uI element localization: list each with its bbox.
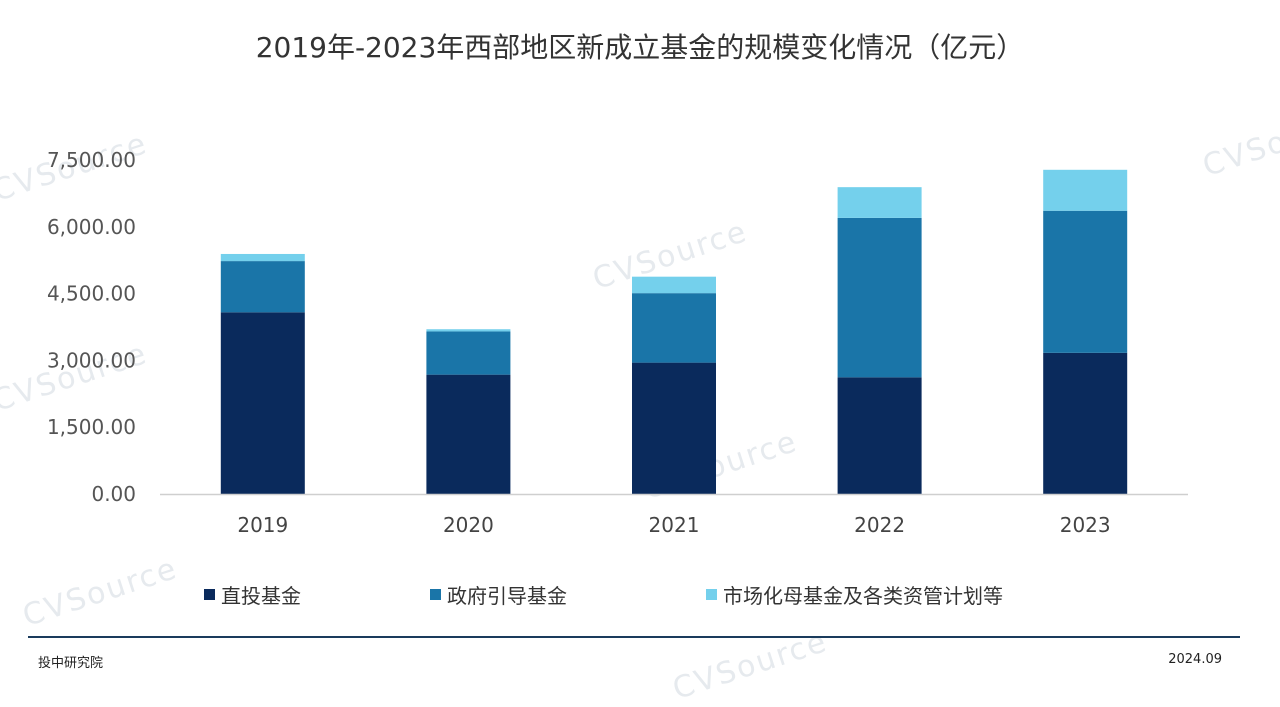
date-label: 2024.09 [1168,652,1222,667]
bar-segment-direct [426,374,511,494]
legend-item-market-fof: 市场化母基金及各类资管计划等 [706,580,1003,609]
chart-title: 2019年-2023年西部地区新成立基金的规模变化情况（亿元） [255,31,1025,64]
bar-segment-market-fof [220,253,305,262]
bar-segment-market-fof [426,329,511,332]
bar-segment-direct [1043,352,1128,494]
y-tick-label: 7,500.00 [47,148,136,172]
y-tick-label: 6,000.00 [47,215,136,239]
x-tick-label: 2021 [649,513,700,537]
legend-label: 市场化母基金及各类资管计划等 [723,584,1003,608]
legend-item-direct: 直投基金 [204,580,301,609]
x-tick-label: 2023 [1060,513,1111,537]
bar-segment-government [220,261,305,313]
stacked-bar-chart: 0.00 1,500.00 3,000.00 4,500.00 6,000.00 7,50… [47,148,1188,537]
bar-segment-direct [220,312,305,494]
legend-item-government: 政府引导基金 [430,580,567,609]
bar-segment-government [837,217,922,378]
bar-segment-government [426,331,511,375]
y-tick-label: 1,500.00 [47,415,136,439]
bar-segment-market-fof [632,276,716,294]
legend-label: 直投基金 [221,584,301,608]
legend-swatch [430,589,441,600]
legend-label: 政府引导基金 [447,584,567,608]
bar-segment-direct [837,377,922,494]
footer-divider [28,636,1240,638]
x-tick-label: 2022 [854,513,905,537]
legend: 直投基金 政府引导基金 市场化母基金及各类资管计划等 [0,580,1280,610]
bar-segment-government [1043,210,1128,353]
y-tick-label: 4,500.00 [47,282,136,306]
x-tick-label: 2019 [237,513,288,537]
legend-swatch [706,589,717,600]
bar-segment-direct [632,362,716,494]
y-tick-label: 0.00 [91,482,136,506]
bar-segment-market-fof [837,187,922,218]
x-tick-label: 2020 [443,513,494,537]
y-tick-label: 3,000.00 [47,348,136,372]
source-label: 投中研究院 [38,656,104,671]
bar-segment-government [632,293,716,363]
legend-swatch [204,589,215,600]
bar-segment-market-fof [1043,169,1128,211]
